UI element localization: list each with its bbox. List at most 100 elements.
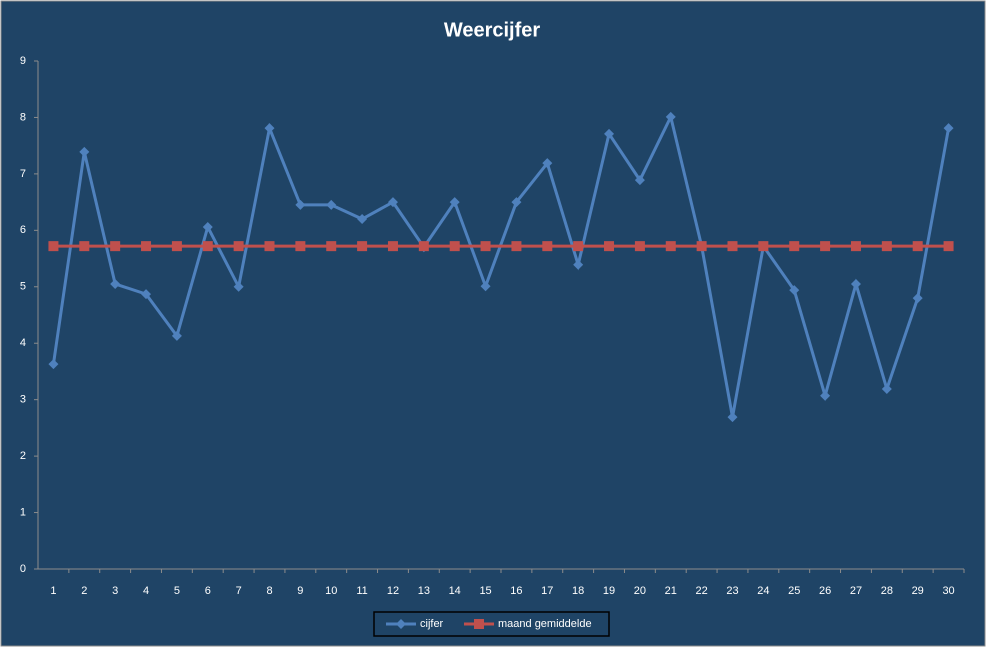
data-point [48,359,59,370]
y-tick-label: 5 [20,281,26,293]
data-point [850,278,861,289]
data-point [511,197,522,208]
data-point [881,383,892,394]
data-point [141,241,152,252]
data-point [820,241,831,252]
chart-title: Weercijfer [444,19,541,41]
x-tick-label: 23 [726,585,738,597]
data-point [665,241,676,252]
x-tick-label: 19 [603,585,615,597]
data-point [634,175,645,186]
data-point [202,241,213,252]
x-tick-label: 1 [50,585,56,597]
x-tick-label: 2 [81,585,87,597]
x-tick-label: 16 [510,585,522,597]
data-point [48,241,59,252]
data-point [171,241,182,252]
x-tick-label: 11 [356,585,367,597]
data-point [820,390,831,401]
data-point [542,241,553,252]
data-point [357,241,368,252]
legend-label: maand gemiddelde [498,618,592,630]
data-point [943,241,954,252]
data-point [480,281,491,292]
data-point [727,412,738,423]
x-tick-label: 30 [942,585,954,597]
data-point [295,199,306,210]
x-tick-label: 14 [449,585,461,597]
data-point [233,241,244,252]
data-point [449,197,460,208]
data-point [511,241,522,252]
data-point [881,241,892,252]
x-tick-label: 29 [912,585,924,597]
y-tick-label: 8 [20,111,26,123]
data-point [141,289,152,300]
x-tick-label: 7 [236,585,242,597]
x-tick-label: 18 [572,585,584,597]
data-point [264,241,275,252]
data-point [727,241,738,252]
data-point [665,111,676,122]
y-tick-label: 4 [20,337,26,349]
x-tick-label: 27 [850,585,862,597]
x-tick-label: 3 [112,585,118,597]
y-tick-label: 0 [20,563,26,575]
data-point [696,241,707,252]
data-point [480,241,491,252]
x-tick-label: 5 [174,585,180,597]
x-tick-label: 13 [418,585,430,597]
y-tick-label: 9 [20,55,26,67]
y-tick-label: 1 [20,506,26,518]
data-point [789,241,800,252]
legend-marker [396,619,406,629]
data-point [110,278,121,289]
data-point [573,241,584,252]
data-point [604,241,615,252]
y-tick-label: 2 [20,450,26,462]
data-point [912,293,923,304]
x-tick-label: 25 [788,585,800,597]
data-point [912,241,923,252]
data-point [449,241,460,252]
x-tick-label: 17 [541,585,553,597]
data-point [850,241,861,252]
data-point [326,241,337,252]
data-point [202,221,213,232]
data-point [542,158,553,169]
data-point [789,285,800,296]
x-tick-label: 12 [387,585,399,597]
x-tick-label: 15 [479,585,491,597]
x-tick-label: 22 [696,585,708,597]
x-tick-label: 10 [325,585,337,597]
data-point [387,197,398,208]
data-point [357,214,368,225]
data-point [171,330,182,341]
data-point [604,128,615,139]
x-tick-label: 24 [757,585,769,597]
data-point [387,241,398,252]
data-point [110,241,121,252]
data-point [79,146,90,157]
data-point [418,241,429,252]
x-tick-label: 20 [634,585,646,597]
legend-marker [474,619,484,629]
data-point [233,281,244,292]
x-tick-label: 28 [881,585,893,597]
x-tick-label: 21 [665,585,677,597]
data-point [264,123,275,134]
x-tick-label: 9 [297,585,303,597]
data-point [295,241,306,252]
y-tick-label: 7 [20,168,26,180]
y-tick-label: 3 [20,394,26,406]
data-point [634,241,645,252]
x-tick-label: 4 [143,585,149,597]
data-point [573,259,584,270]
data-point [79,241,90,252]
legend-label: cijfer [420,618,444,630]
x-tick-label: 26 [819,585,831,597]
data-point [326,199,337,210]
